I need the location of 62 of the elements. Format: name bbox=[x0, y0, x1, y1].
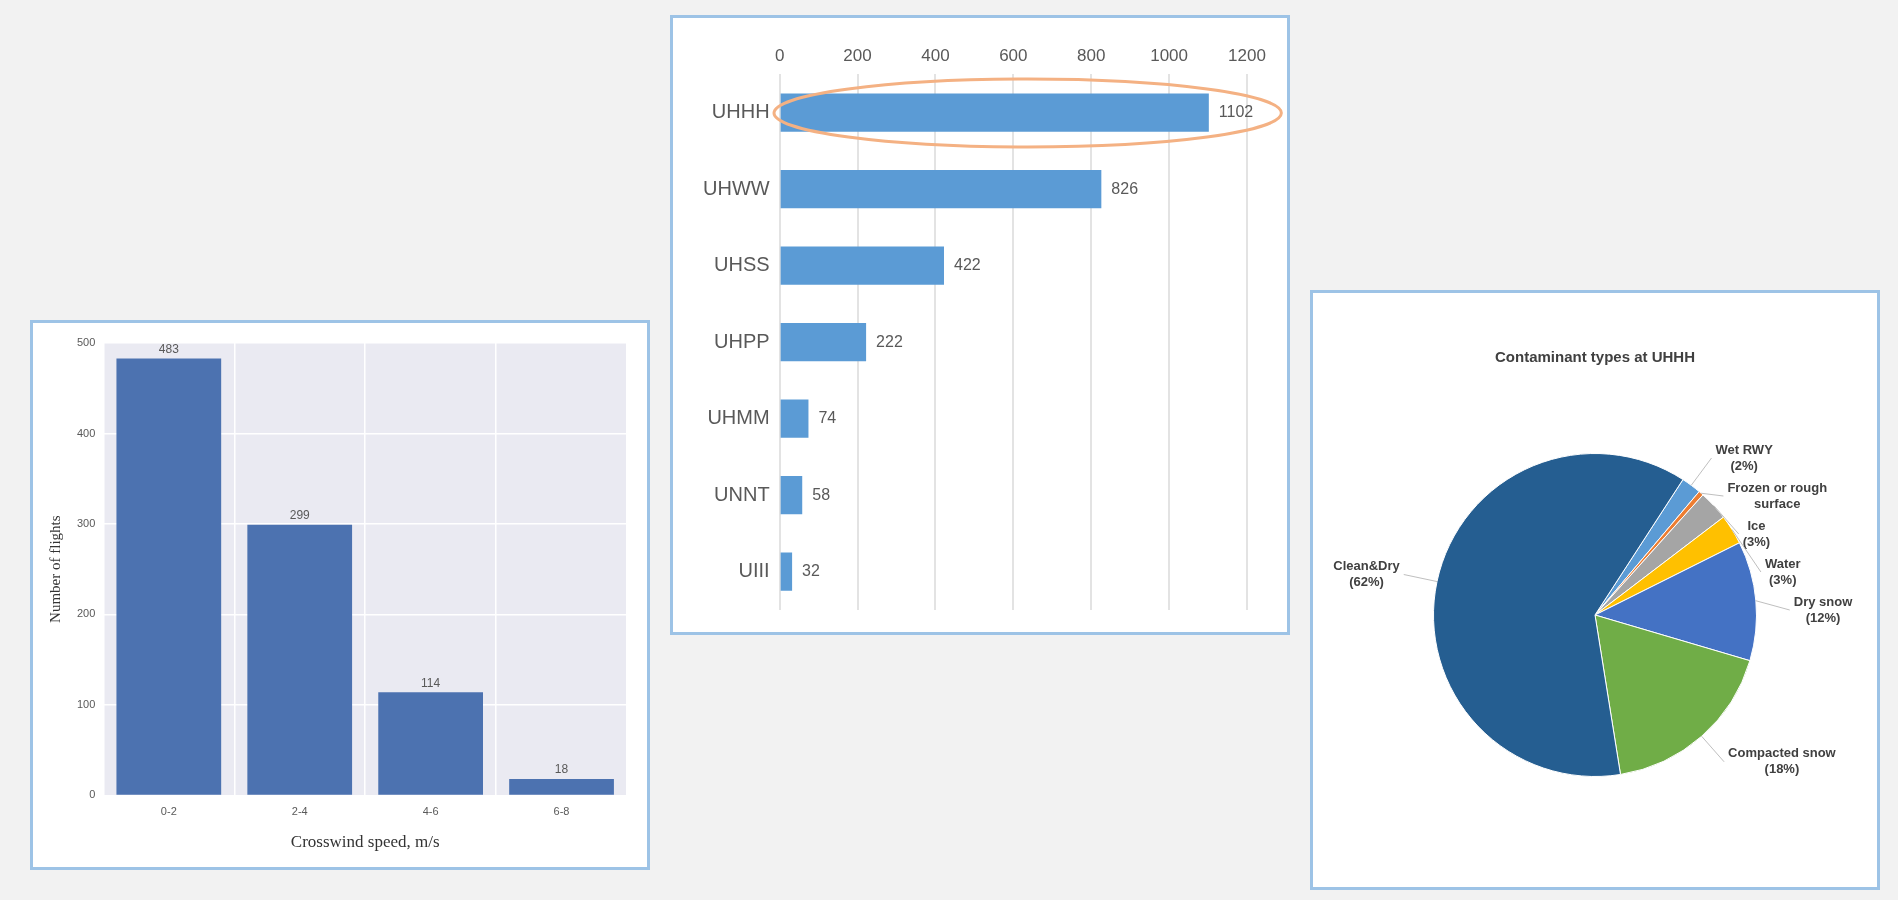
data-label: 114 bbox=[421, 675, 441, 690]
y-tick-label: 200 bbox=[76, 607, 96, 620]
bar bbox=[780, 170, 1102, 209]
data-label: 483 bbox=[158, 341, 180, 356]
y-tick-label: 500 bbox=[76, 336, 96, 349]
data-label: 826 bbox=[1111, 179, 1139, 197]
x-tick-label: 1200 bbox=[1228, 45, 1266, 65]
data-label: 18 bbox=[554, 762, 569, 777]
x-tick-label: 0 bbox=[774, 45, 785, 65]
x-tick-label: 600 bbox=[999, 45, 1028, 65]
bar bbox=[247, 524, 353, 795]
data-label: (3%) bbox=[1742, 533, 1771, 549]
chart-title: Contaminant types at UHHH bbox=[1494, 348, 1696, 366]
bar bbox=[780, 552, 793, 591]
slice-label: Clean&Dry bbox=[1333, 558, 1401, 574]
y-tick-label: 100 bbox=[76, 697, 96, 710]
bar bbox=[780, 323, 867, 362]
slice-label: Water bbox=[1764, 555, 1801, 571]
data-label: 222 bbox=[876, 332, 903, 350]
slice-label: Compacted snow bbox=[1728, 745, 1837, 761]
x-tick-label: 2-4 bbox=[291, 805, 308, 818]
y-tick-label: UIII bbox=[738, 559, 770, 582]
slice-label: Wet RWY bbox=[1715, 441, 1774, 457]
x-tick-label: 4-6 bbox=[422, 805, 439, 818]
x-tick-label: 0-2 bbox=[160, 805, 177, 818]
bar bbox=[780, 399, 809, 438]
y-tick-label: UHMM bbox=[707, 406, 770, 429]
y-tick-label: 400 bbox=[76, 426, 96, 439]
slice-label: Dry snow bbox=[1793, 593, 1854, 609]
x-tick-label: 400 bbox=[921, 45, 950, 65]
y-tick-label: UNNT bbox=[714, 482, 770, 505]
bar bbox=[780, 246, 944, 285]
slice-label: Frozen or rough surface bbox=[1727, 479, 1828, 511]
slice-label: Ice bbox=[1747, 517, 1766, 533]
y-tick-label: UHPP bbox=[714, 329, 770, 352]
x-tick-label: 1000 bbox=[1150, 45, 1189, 65]
data-label: 74 bbox=[818, 409, 837, 427]
y-tick-label: UHWW bbox=[703, 176, 770, 199]
x-axis-title: Crosswind speed, m/s bbox=[290, 832, 440, 852]
y-tick-label: UHHH bbox=[711, 100, 770, 123]
y-tick-label: UHSS bbox=[714, 253, 770, 276]
y-axis-title: Number of flights bbox=[46, 515, 63, 623]
data-label: (18%) bbox=[1764, 761, 1800, 777]
bar bbox=[378, 692, 483, 795]
data-label: (12%) bbox=[1805, 609, 1841, 625]
bar bbox=[116, 358, 222, 795]
data-label: 32 bbox=[802, 562, 820, 580]
x-tick-label: 6-8 bbox=[553, 805, 570, 818]
data-label: 299 bbox=[289, 508, 311, 523]
x-tick-label: 200 bbox=[843, 45, 872, 65]
bar bbox=[509, 779, 614, 795]
y-tick-label: 0 bbox=[89, 788, 96, 801]
data-label: 58 bbox=[812, 485, 831, 503]
data-label: (62%) bbox=[1349, 574, 1384, 590]
x-tick-label: 800 bbox=[1077, 45, 1106, 65]
data-label: (3%) bbox=[1769, 571, 1797, 587]
y-tick-label: 300 bbox=[76, 516, 96, 529]
bar bbox=[780, 476, 803, 515]
data-label: (2%) bbox=[1730, 457, 1758, 473]
bar bbox=[780, 93, 1209, 132]
data-label: 1102 bbox=[1218, 103, 1254, 121]
data-label: 422 bbox=[954, 256, 981, 274]
